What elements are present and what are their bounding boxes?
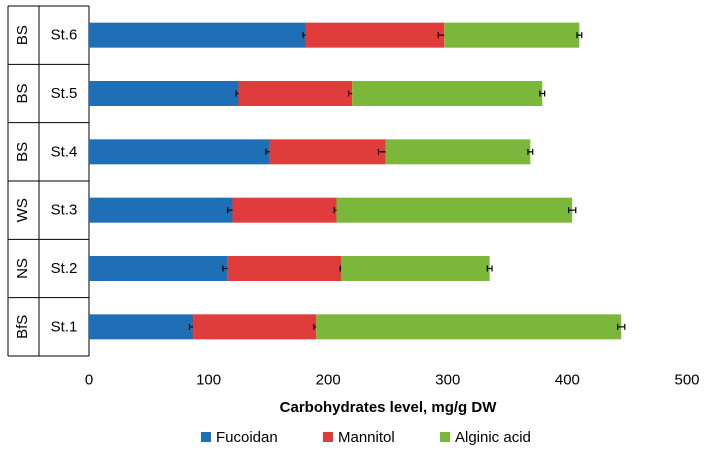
group-label: BfS — [14, 315, 31, 339]
category-label: St.1 — [51, 318, 78, 335]
legend-label-alginic-acid: Alginic acid — [455, 428, 531, 446]
bar-segment-mannitol — [305, 22, 445, 48]
legend-item-fucoidan: Fucoidan — [201, 427, 278, 447]
group-label: BS — [14, 142, 31, 162]
legend-label-mannitol: Mannitol — [338, 428, 395, 446]
bar-segment-fucoidan — [89, 197, 233, 223]
bar-segment-fucoidan — [89, 139, 270, 165]
legend: Fucoidan Mannitol Alginic acid — [0, 427, 708, 447]
x-tick-label: 400 — [555, 372, 580, 389]
bar-segment-alginic-acid — [316, 314, 622, 340]
bar-segment-mannitol — [269, 139, 386, 165]
bar-segment-fucoidan — [89, 81, 239, 106]
category-label: St.3 — [51, 202, 78, 219]
legend-item-alginic-acid: Alginic acid — [440, 427, 531, 447]
group-label: NS — [14, 258, 31, 279]
group-label: WS — [14, 198, 31, 222]
category-label: St.2 — [51, 260, 78, 277]
legend-swatch-fucoidan — [201, 432, 211, 442]
bar-segment-mannitol — [232, 197, 337, 223]
bar-segment-alginic-acid — [341, 256, 490, 281]
bar-segment-mannitol — [227, 256, 342, 281]
bar-segment-alginic-acid — [444, 22, 580, 48]
bar-segment-fucoidan — [89, 314, 194, 340]
legend-label-fucoidan: Fucoidan — [216, 428, 278, 446]
bar-segment-alginic-acid — [385, 139, 531, 165]
bar-segment-fucoidan — [89, 22, 306, 48]
x-tick-label: 500 — [674, 372, 699, 389]
group-label: BS — [14, 83, 31, 103]
category-label: St.5 — [51, 85, 78, 102]
bar-segment-mannitol — [193, 314, 317, 340]
category-label: St.4 — [51, 143, 78, 160]
x-tick-label: 100 — [196, 372, 221, 389]
category-label: St.6 — [51, 27, 78, 44]
legend-swatch-mannitol — [323, 432, 333, 442]
group-label: BS — [14, 25, 31, 45]
bar-segment-fucoidan — [89, 256, 228, 281]
legend-item-mannitol: Mannitol — [323, 427, 395, 447]
bar-segment-mannitol — [238, 81, 353, 106]
bar-segment-alginic-acid — [336, 197, 573, 223]
legend-swatch-alginic-acid — [440, 432, 450, 442]
x-axis-label: Carbohydrates level, mg/g DW — [279, 399, 497, 416]
x-tick-label: 0 — [85, 372, 93, 389]
bar-segment-alginic-acid — [352, 81, 543, 106]
x-tick-label: 200 — [316, 372, 341, 389]
x-tick-label: 300 — [435, 372, 460, 389]
